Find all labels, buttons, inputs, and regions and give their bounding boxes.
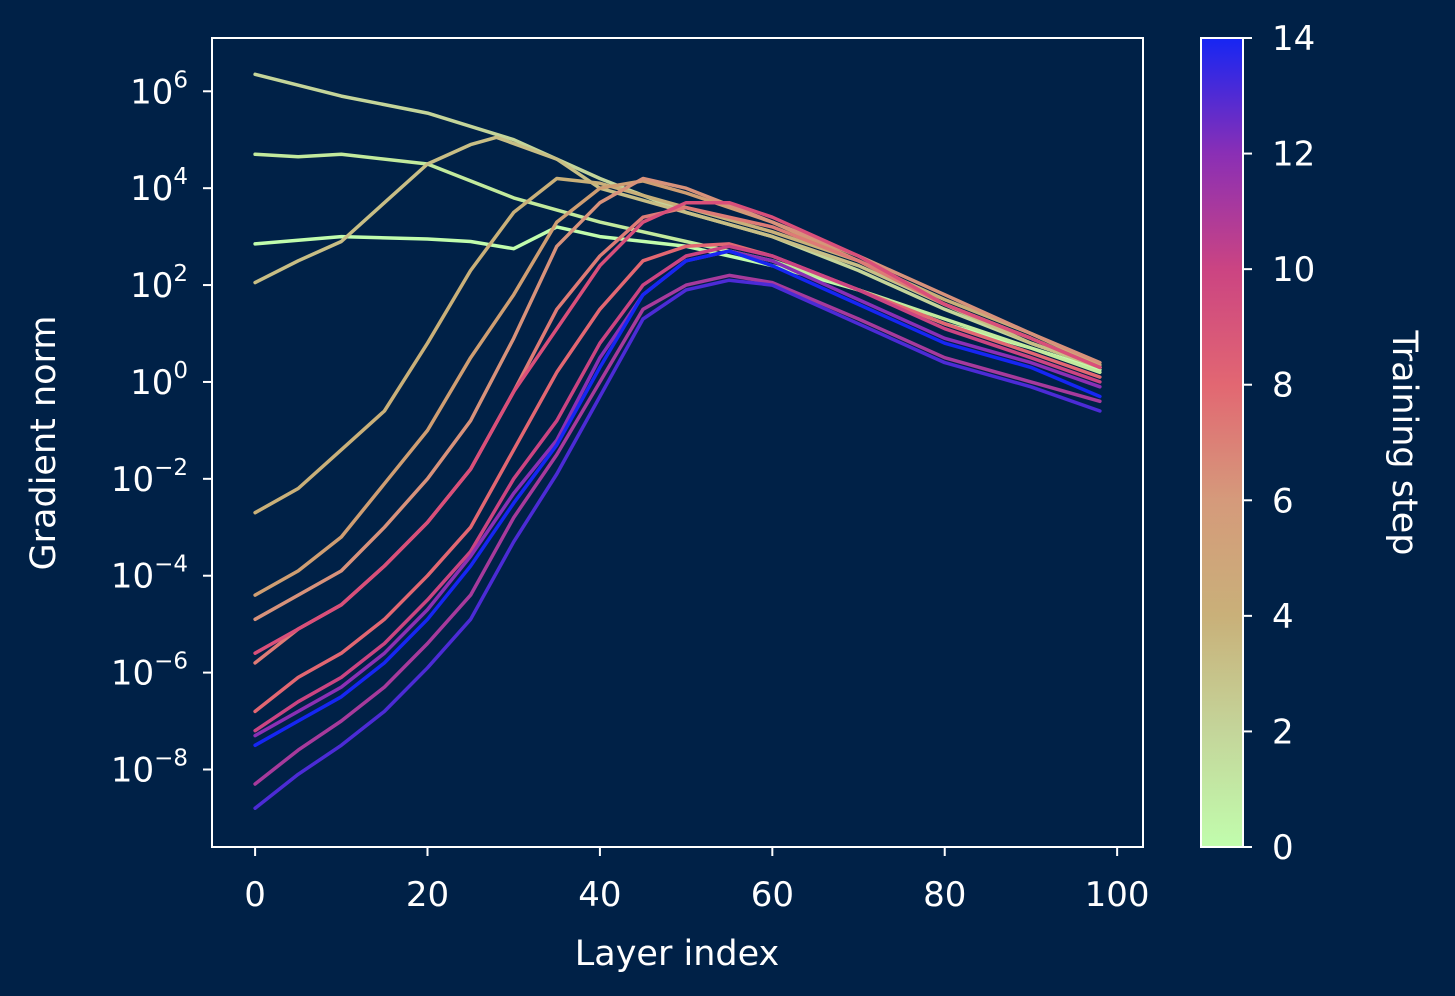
colorbar — [1200, 37, 1244, 848]
colorbar-tick-label: 14 — [1272, 19, 1315, 59]
x-axis: 0 20 40 60 80 100 — [244, 847, 1150, 915]
x-axis-label: Layer index — [575, 934, 779, 974]
x-tick-label: 40 — [578, 875, 621, 915]
plot-frame — [211, 37, 1144, 848]
colorbar-tick-label: 0 — [1272, 828, 1294, 868]
series-line-step-5 — [253, 179, 1102, 597]
x-tick-label: 20 — [406, 875, 449, 915]
colorbar-tick-label: 12 — [1272, 135, 1315, 175]
y-tick-label: 104 — [130, 164, 188, 209]
x-tick-label: 60 — [751, 875, 794, 915]
colorbar-tick-label: 6 — [1272, 481, 1294, 521]
x-tick-label: 0 — [244, 875, 266, 915]
series-line-step-2 — [253, 72, 1102, 370]
series-lines — [253, 72, 1102, 810]
series-line-step-13 — [253, 278, 1102, 810]
series-line-step-6 — [253, 176, 1102, 622]
y-tick-label: 10−4 — [111, 552, 188, 597]
y-tick-label: 102 — [130, 261, 188, 306]
series-line-step-14 — [253, 249, 1102, 748]
colorbar-tick-label: 10 — [1272, 250, 1315, 290]
series-line-step-12 — [253, 249, 1102, 738]
y-tick-label: 10−6 — [111, 649, 188, 694]
y-axis: 106 104 102 100 10−2 10−4 10−6 10−8 — [111, 67, 212, 790]
colorbar-tick-label: 4 — [1272, 597, 1294, 637]
y-tick-label: 10−8 — [111, 745, 188, 790]
series-line-step-1 — [253, 152, 1102, 375]
y-tick-label: 100 — [130, 358, 188, 403]
y-axis-label: Gradient norm — [24, 316, 64, 571]
colorbar-label: Training step — [1384, 330, 1424, 556]
series-line-step-10 — [253, 244, 1102, 733]
y-tick-label: 106 — [130, 67, 188, 112]
colorbar-tick-label: 8 — [1272, 366, 1294, 406]
series-line-step-7 — [253, 205, 1102, 665]
y-tick-label: 10−2 — [111, 455, 188, 500]
x-tick-label: 100 — [1085, 875, 1150, 915]
series-line-step-9 — [253, 200, 1102, 655]
colorbar-ticks: 0 2 4 6 8 10 12 14 — [1243, 19, 1315, 868]
series-line-step-11 — [253, 273, 1102, 786]
colorbar-tick-label: 2 — [1272, 712, 1294, 752]
x-tick-label: 80 — [923, 875, 966, 915]
